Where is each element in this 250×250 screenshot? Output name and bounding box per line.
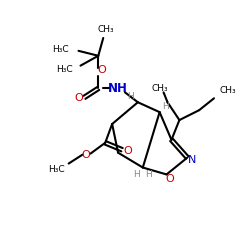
Text: O: O (81, 150, 90, 160)
Text: H: H (134, 170, 140, 179)
Text: H: H (128, 92, 134, 101)
Text: CH₃: CH₃ (220, 86, 236, 95)
Text: H₃C: H₃C (52, 45, 69, 54)
Text: CH₃: CH₃ (151, 84, 168, 93)
Text: CH₃: CH₃ (98, 24, 114, 34)
Text: H: H (162, 102, 169, 111)
Text: O: O (97, 64, 106, 74)
Text: O: O (124, 146, 132, 156)
Text: N: N (188, 154, 196, 164)
Text: H: H (145, 170, 152, 179)
Text: H₃C: H₃C (56, 65, 73, 74)
Text: O: O (74, 93, 83, 103)
Text: NH: NH (108, 82, 128, 95)
Text: H₃C: H₃C (48, 165, 65, 174)
Text: O: O (165, 174, 174, 184)
